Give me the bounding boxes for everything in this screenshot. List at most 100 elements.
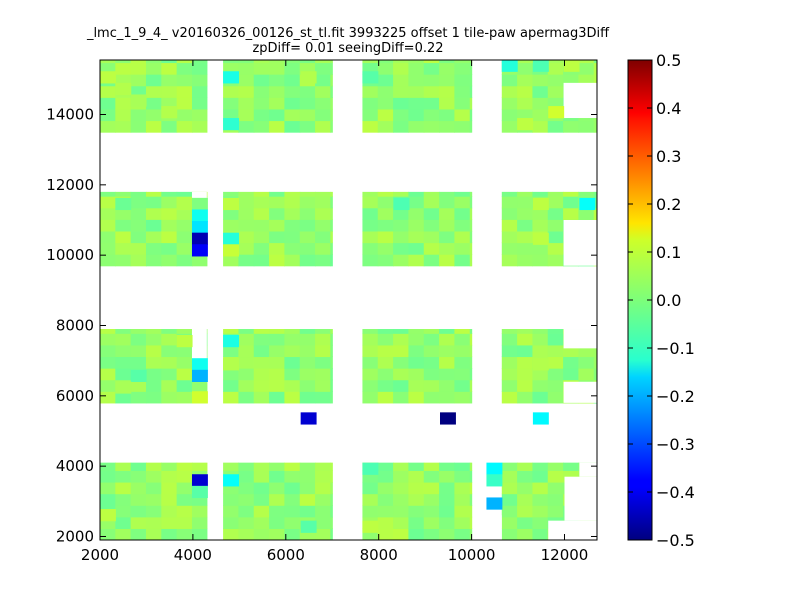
heatmap-cell [100,254,116,267]
heatmap-cell [517,344,534,358]
heatmap-cell [130,94,147,107]
heatmap-cell [269,516,285,529]
heatmap-cell [393,207,410,220]
heatmap-cell [176,356,193,369]
heatmap-cell [423,391,440,404]
heatmap-cell [393,120,410,133]
heatmap-cell [486,474,503,487]
heatmap-cell [393,60,410,64]
heatmap-cell [330,391,333,404]
heatmap-cell [299,85,316,98]
heatmap-cell [408,60,425,64]
heatmap-cell [145,516,162,529]
heatmap-cell [439,379,455,392]
heatmap-cell [253,493,270,506]
heatmap-cell [454,462,471,471]
heatmap-cell [223,118,240,131]
heatmap-cell [191,391,208,404]
heatmap-cell [253,62,270,75]
heatmap-cell [130,62,147,75]
heatmap-cell [547,62,564,75]
heatmap-cell [362,481,379,495]
heatmap-cell [284,329,301,334]
heatmap-cell [145,196,162,209]
heatmap-cell [130,329,147,334]
heatmap-cell [284,516,301,529]
colorbar-tick-label: −0.2 [656,387,695,406]
heatmap-cell [299,207,316,220]
heatmap-cell [517,62,534,75]
heatmap-cell [253,120,270,133]
blank-region [563,329,597,349]
heatmap-cell [130,391,147,404]
heatmap-cell [517,356,534,369]
heatmap-cell [377,505,394,518]
heatmap-cell [439,462,455,471]
heatmap-cell [269,120,285,133]
heatmap-cell [423,108,440,122]
heatmap-cell [176,505,193,518]
heatmap-cell [578,356,595,369]
heatmap-cell [439,391,455,404]
heatmap-cell [145,481,162,495]
heatmap-cell [547,493,564,506]
heatmap-cell [299,368,316,381]
heatmap-cell [393,254,410,267]
heatmap-cell [284,493,301,506]
heatmap-cell [253,505,270,518]
heatmap-cell [115,344,132,358]
heatmap-cell [408,329,425,334]
heatmap-cell [517,379,534,392]
heatmap-cell [315,191,331,197]
heatmap-cell [330,191,333,197]
heatmap-cell [547,505,564,518]
heatmap-cell [161,196,178,209]
colorbar-axis: 0.5 0.4 0.3 0.2 0.1 0.0 −0.1 −0.2 −0.3 −0.4 −0.5 [628,51,695,550]
heatmap-cell [393,344,410,358]
heatmap-cell [469,516,473,529]
heatmap-cell [191,505,208,518]
heatmap-cell [362,254,379,267]
heatmap-cell [238,230,255,244]
heatmap-cell [532,505,549,518]
heatmap-cell [439,62,455,75]
heatmap-cell [130,191,147,197]
heatmap-cell [486,497,503,510]
heatmap-cell [393,391,410,404]
y-tick-label: 8000 [56,316,94,334]
heatmap-cell [469,379,473,392]
heatmap-cell [115,197,132,211]
heatmap-cell [130,356,147,369]
heatmap-cell [517,74,534,87]
heatmap-cell [161,74,178,87]
heatmap-cell [362,356,379,369]
heatmap-cell [408,219,425,232]
heatmap-cell [423,191,440,197]
heatmap-cell [532,219,549,232]
heatmap-cell [532,191,549,197]
heatmap-cell [423,219,440,232]
heatmap-cell [423,493,440,506]
heatmap-cell [330,505,333,518]
heatmap-cell [454,191,471,197]
heatmap-cell [330,85,333,98]
heatmap-cell [532,74,549,87]
heatmap-cell [299,505,316,518]
heatmap-cell [284,85,301,98]
heatmap-cell [191,254,208,267]
heatmap-cell [315,97,331,110]
heatmap-cell [161,60,178,64]
heatmap-cell [408,108,425,122]
heatmap-cell [423,60,440,64]
heatmap-cell [408,470,425,483]
heatmap-cell [454,516,471,529]
heatmap-cell [284,62,301,75]
heatmap-cell [269,242,285,255]
heatmap-cell [532,232,549,245]
heatmap-cell [299,493,316,506]
heatmap-cell [439,120,455,133]
heatmap-cell [330,462,333,471]
heatmap-cell [393,108,410,122]
heatmap-cell [223,391,240,404]
heatmap-cell [130,528,147,540]
